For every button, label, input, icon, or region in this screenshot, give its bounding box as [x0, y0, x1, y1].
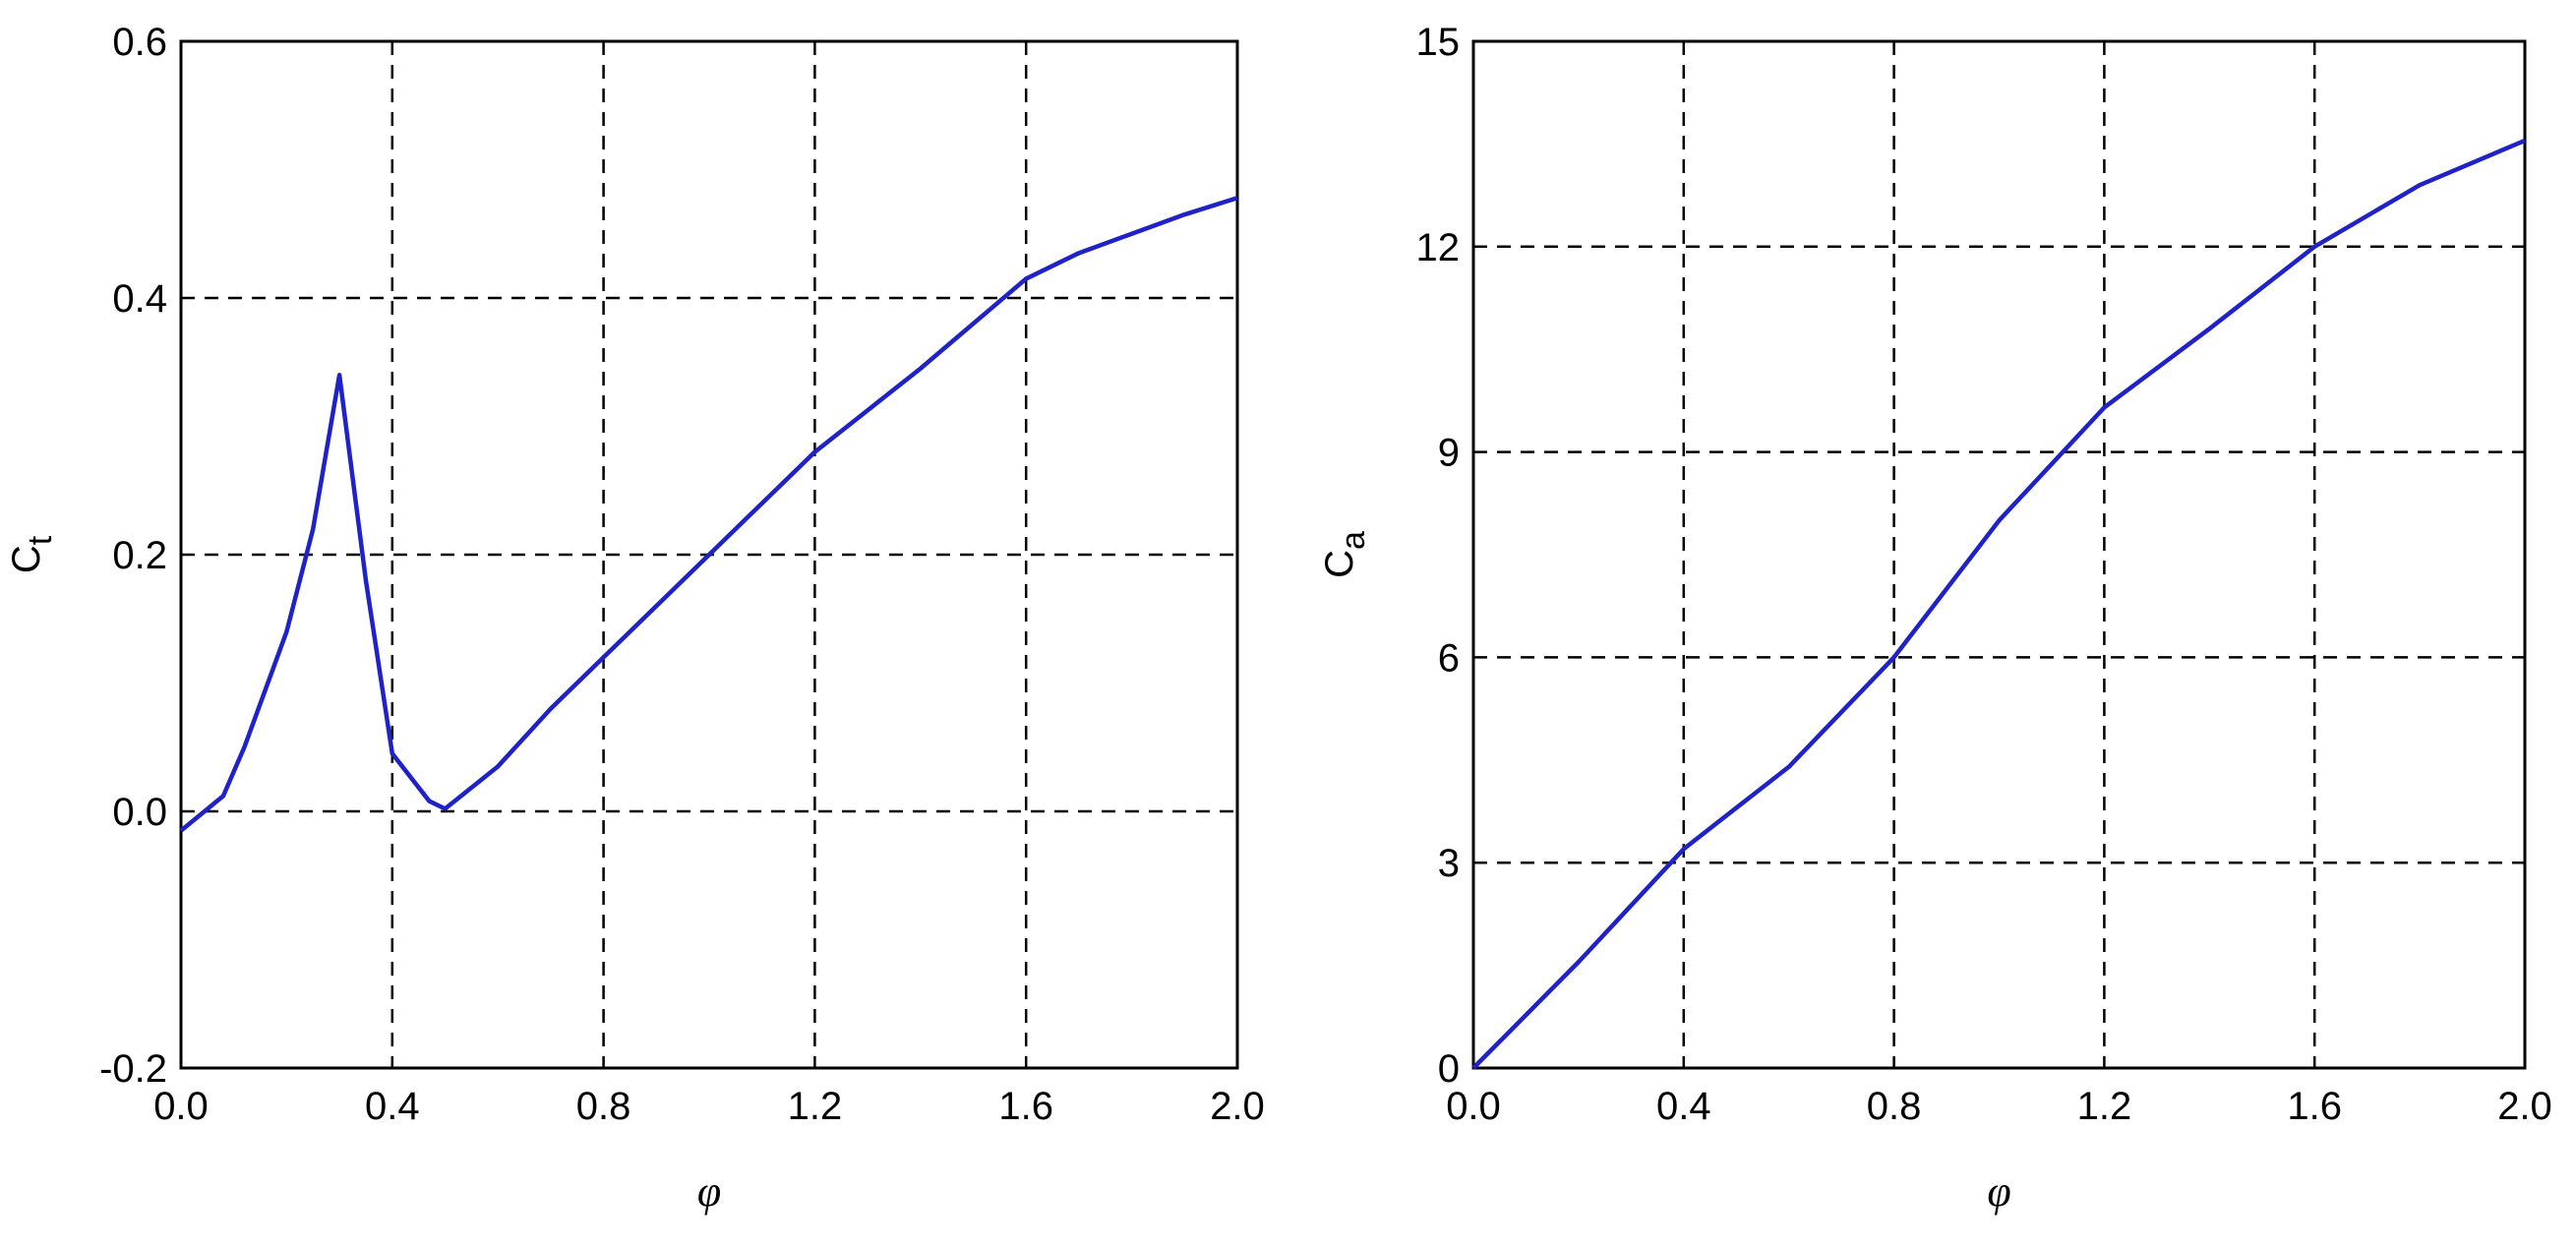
x-axis-label: φ [697, 1167, 721, 1216]
y-axis-label-main: C [1318, 550, 1361, 578]
y-tick-label: 3 [1438, 842, 1460, 885]
data-line [1471, 138, 2526, 1070]
x-tick-label: 1.2 [2077, 1085, 2132, 1128]
x-tick-label: 0.8 [1867, 1085, 1922, 1128]
data-line [179, 196, 1238, 833]
y-axis-label-subscript: t [22, 535, 59, 545]
y-axis-label: Ca [1318, 531, 1372, 578]
x-tick-label: 2.0 [1210, 1085, 1265, 1128]
x-tick-label: 0.4 [1656, 1085, 1711, 1128]
x-tick-label: 1.6 [998, 1085, 1053, 1128]
y-axis-label-subscript: a [1335, 531, 1372, 550]
y-axis-label: Ct [5, 535, 59, 573]
chart-panel: 0.0 0.4 0.8 1.2 1.6 2.0 0 3 6 9 12 15 φ Ca [1318, 21, 2552, 1216]
y-tick-label: 0.4 [112, 277, 167, 321]
y-tick-label: 0.0 [112, 791, 167, 834]
x-tick-label: 2.0 [2497, 1085, 2552, 1128]
y-tick-label: -0.2 [99, 1047, 167, 1091]
y-tick-label: 12 [1416, 226, 1461, 269]
plot-frame [1471, 39, 2527, 1070]
y-tick-label: 0.6 [112, 21, 167, 64]
x-axis-label: φ [1987, 1167, 2010, 1216]
y-axis-label-main: C [5, 545, 48, 573]
x-tick-label: 0.8 [576, 1085, 631, 1128]
x-tick-label: 1.2 [788, 1085, 843, 1128]
plot-frame [179, 39, 1239, 1070]
y-tick-label: 0.2 [112, 534, 167, 577]
y-tick-label: 0 [1438, 1047, 1460, 1091]
y-tick-label: 15 [1416, 21, 1461, 64]
y-tick-label: 9 [1438, 432, 1460, 475]
x-tick-label: 0.0 [1446, 1085, 1501, 1128]
x-tick-label: 0.0 [153, 1085, 209, 1128]
x-tick-label: 0.4 [365, 1085, 420, 1128]
x-tick-label: 1.6 [2287, 1085, 2342, 1128]
y-tick-label: 6 [1438, 636, 1460, 680]
